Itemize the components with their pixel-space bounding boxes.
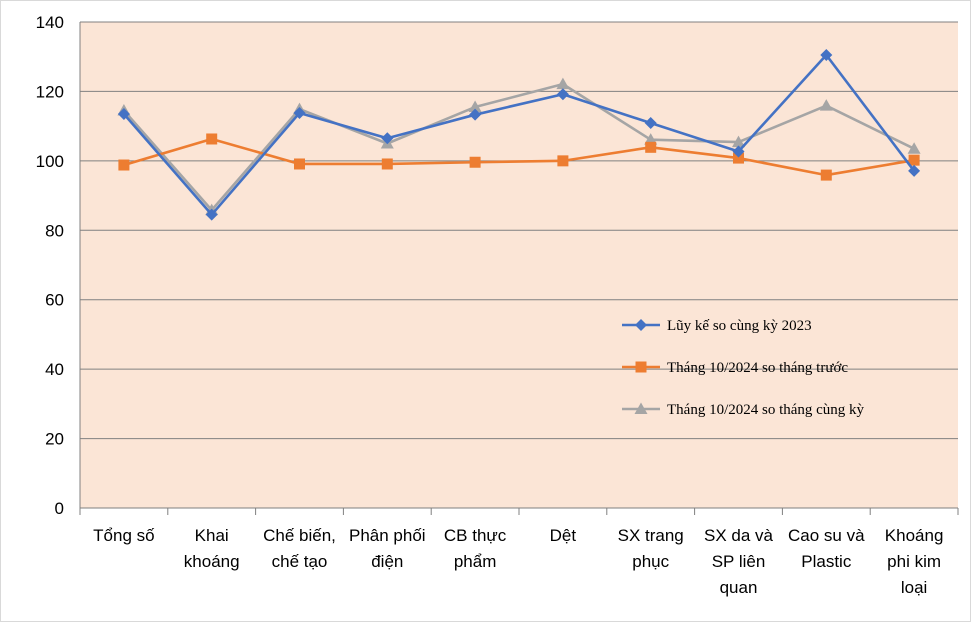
x-tick-label: Cao su và Plastic — [788, 526, 865, 571]
x-tick-label-line: Tổng số — [93, 526, 155, 545]
y-tick-label: 140 — [36, 13, 64, 32]
data-point — [644, 117, 657, 130]
x-tick-label-line: phẩm — [454, 552, 497, 571]
series-line — [123, 137, 915, 177]
data-point — [469, 108, 482, 121]
data-point — [733, 152, 744, 164]
legend-label: Lũy kế so cùng kỳ 2023 — [667, 318, 812, 334]
data-point — [819, 99, 833, 111]
plot-area — [80, 22, 958, 508]
x-tick-label: Chế biến, chế tạo — [263, 526, 336, 571]
x-tick-label-line: phục — [632, 552, 669, 571]
data-point — [635, 361, 647, 373]
legend: Lũy kế so cùng kỳ 2023 Tháng 10/2024 so t… — [622, 318, 865, 418]
series-2 — [118, 133, 920, 181]
data-point — [381, 132, 394, 145]
x-axis: Tổng số Khai khoáng Chế biến, chế tạo Phân ph… — [79, 508, 959, 597]
data-point — [556, 77, 570, 90]
data-point — [206, 133, 218, 145]
series-layer — [117, 48, 921, 221]
data-point — [293, 106, 306, 119]
x-tick-label-line: loại — [901, 578, 927, 597]
x-tick-label-line: chế tạo — [272, 552, 328, 571]
data-point — [908, 164, 921, 177]
y-tick-label: 40 — [45, 360, 64, 379]
data-point — [635, 319, 647, 331]
data-point — [118, 159, 130, 171]
data-point — [645, 141, 657, 153]
series-line — [122, 53, 916, 216]
data-point — [732, 135, 745, 148]
x-tick-label-line: CB thực — [444, 526, 507, 545]
data-point — [557, 155, 569, 167]
legend-entry: Tháng 10/2024 so tháng trước — [622, 360, 848, 376]
data-point — [634, 402, 648, 414]
legend-label: Tháng 10/2024 so tháng cùng kỳ — [667, 402, 865, 418]
data-point — [820, 169, 832, 181]
y-axis: 0 20 40 60 80 100 120 140 — [36, 13, 81, 518]
x-tick-label-line: khoáng — [184, 552, 240, 571]
legend-label: Tháng 10/2024 so tháng trước — [667, 360, 848, 376]
x-tick-label: SX trang phục — [618, 526, 684, 571]
y-tick-label: 60 — [45, 291, 64, 310]
x-tick-label-line: điện — [371, 552, 403, 571]
x-tick-label: Khai khoáng — [184, 526, 240, 571]
x-tick-label-line: Phân phối — [349, 526, 426, 545]
data-point — [556, 88, 569, 101]
data-point — [468, 100, 482, 113]
series-1 — [117, 48, 921, 221]
y-tick-label: 100 — [36, 152, 64, 171]
x-tick-label-line: Khoáng — [885, 526, 944, 545]
data-point — [907, 142, 921, 154]
data-point — [117, 107, 130, 120]
legend-entry: Lũy kế so cùng kỳ 2023 — [622, 318, 812, 334]
x-tick-label-line: SP liên — [712, 552, 766, 571]
y-tick-label: 80 — [45, 221, 64, 240]
data-point — [469, 156, 481, 168]
x-tick-label: Tổng số — [93, 526, 155, 545]
x-tick-label-line: Chế biến, — [263, 526, 336, 545]
x-tick-label: Dệt — [550, 526, 577, 545]
x-tick-label: SX da và SP liên quan — [704, 526, 774, 597]
y-tick-label: 120 — [36, 82, 64, 101]
x-tick-label-line: SX trang — [618, 526, 684, 545]
x-tick-label-line: phi kim — [887, 552, 941, 571]
x-tick-label-line: Cao su và — [788, 526, 865, 545]
y-tick-label: 0 — [55, 499, 64, 518]
data-point — [732, 145, 745, 158]
series-line — [122, 82, 915, 212]
x-tick-label-line: SX da và — [704, 526, 774, 545]
x-tick-label-line: Dệt — [550, 526, 577, 545]
x-tick-label-line: Khai — [195, 526, 229, 545]
data-point — [205, 208, 218, 221]
x-tick-label: Phân phối điện — [349, 526, 426, 571]
x-tick-label: CB thực phẩm — [444, 526, 507, 571]
x-tick-label-line: Plastic — [801, 552, 852, 571]
legend-entry: Tháng 10/2024 so tháng cùng kỳ — [622, 402, 865, 418]
data-point — [294, 158, 305, 170]
data-point — [908, 154, 920, 166]
data-point — [381, 158, 393, 170]
data-point — [820, 48, 833, 61]
x-tick-label: Khoáng phi kim loại — [885, 526, 944, 597]
x-tick-label-line: quan — [720, 578, 758, 597]
y-tick-label: 20 — [45, 430, 64, 449]
data-point — [644, 133, 658, 145]
